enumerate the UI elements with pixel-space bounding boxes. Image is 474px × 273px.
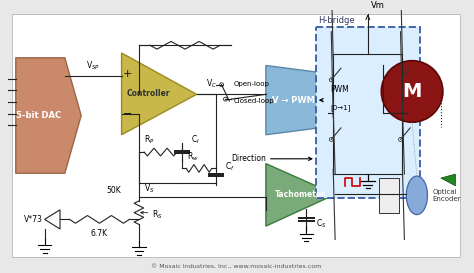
Text: Direction: Direction — [231, 154, 266, 163]
Text: V$_C$: V$_C$ — [206, 78, 217, 90]
Polygon shape — [441, 174, 456, 186]
Text: V$_{SP}$: V$_{SP}$ — [86, 60, 100, 72]
Text: Vm: Vm — [371, 1, 384, 10]
FancyBboxPatch shape — [12, 14, 460, 257]
Polygon shape — [121, 53, 197, 135]
Text: C$_S$: C$_S$ — [316, 218, 327, 230]
Text: C$_f$: C$_f$ — [225, 161, 235, 173]
Text: R$_P$: R$_P$ — [144, 134, 155, 146]
Text: −: − — [123, 109, 132, 118]
Text: 6.7K: 6.7K — [91, 229, 108, 238]
Text: C$_I$: C$_I$ — [191, 134, 200, 146]
Text: Optical
Encoder: Optical Encoder — [432, 189, 461, 202]
Text: M: M — [402, 82, 422, 101]
Text: Tachometer: Tachometer — [275, 190, 326, 199]
Text: V → PWM: V → PWM — [272, 96, 315, 105]
Text: H-bridge: H-bridge — [318, 16, 355, 25]
Circle shape — [399, 78, 402, 82]
Text: [0→1]: [0→1] — [330, 104, 351, 111]
Text: +: + — [123, 69, 132, 79]
Circle shape — [219, 83, 224, 87]
Text: Open-loop: Open-loop — [234, 81, 270, 87]
Polygon shape — [266, 66, 326, 135]
FancyBboxPatch shape — [379, 178, 399, 213]
Circle shape — [399, 138, 402, 141]
Ellipse shape — [406, 176, 428, 215]
Text: V*73: V*73 — [24, 215, 43, 224]
Text: Closed-loop: Closed-loop — [234, 98, 275, 104]
Text: R$_S$: R$_S$ — [152, 208, 163, 221]
Polygon shape — [266, 164, 335, 226]
Text: Controller: Controller — [127, 89, 170, 98]
Circle shape — [329, 78, 333, 82]
Text: PWM: PWM — [330, 85, 349, 94]
Circle shape — [381, 61, 443, 122]
FancyBboxPatch shape — [316, 27, 420, 198]
Text: 50K: 50K — [107, 186, 121, 195]
Text: © Mosaic Industries, Inc., www.mosaic-industries.com: © Mosaic Industries, Inc., www.mosaic-in… — [151, 264, 321, 269]
Text: 5-bit DAC: 5-bit DAC — [16, 111, 61, 120]
Circle shape — [329, 138, 333, 141]
Text: R$_w$: R$_w$ — [187, 150, 199, 163]
Circle shape — [224, 97, 228, 101]
Text: V$_S$: V$_S$ — [144, 183, 154, 195]
Polygon shape — [16, 58, 81, 173]
